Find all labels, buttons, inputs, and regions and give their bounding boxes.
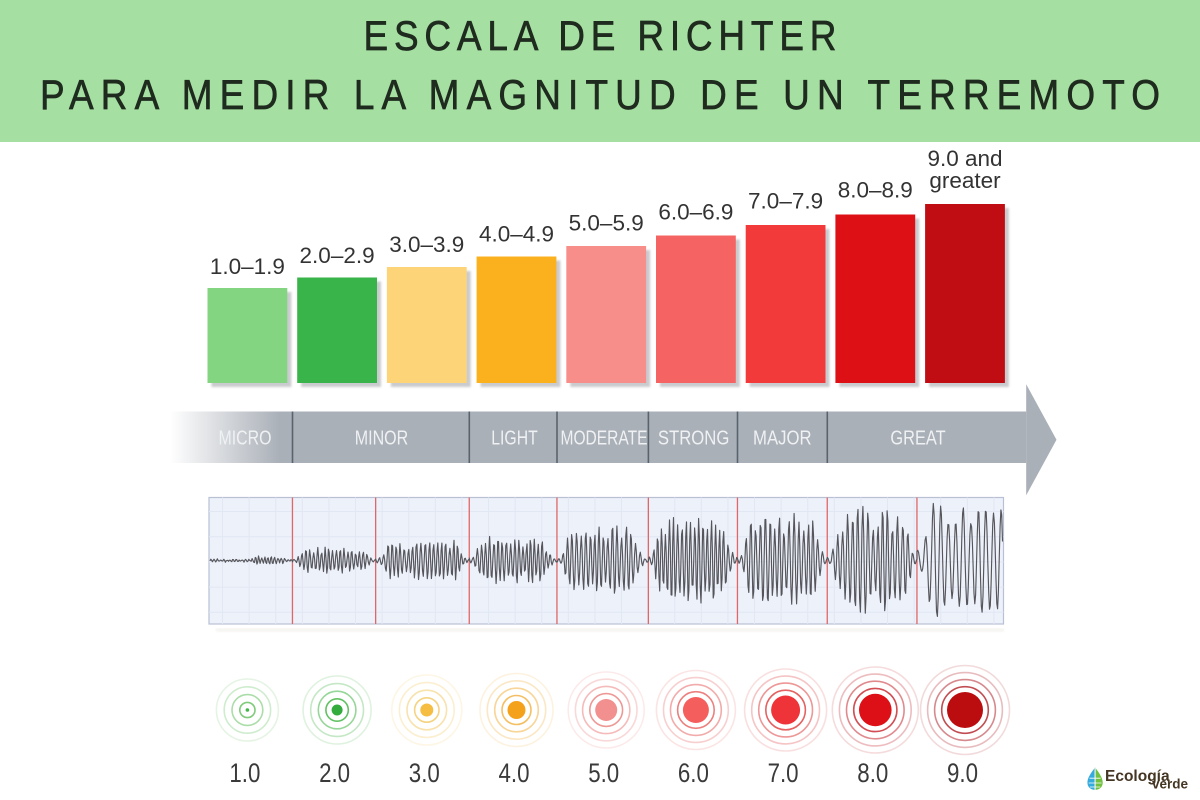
svg-text:verde: verde [1152,777,1189,792]
svg-text:9.0 and: 9.0 and [927,146,1002,171]
svg-text:7.0–7.9: 7.0–7.9 [748,189,823,214]
svg-text:MAJOR: MAJOR [753,428,812,450]
svg-text:5.0: 5.0 [588,758,619,788]
svg-text:STRONG: STRONG [658,428,730,450]
svg-text:4.0–4.9: 4.0–4.9 [479,221,554,246]
svg-text:ESCALA DE RICHTER: ESCALA DE RICHTER [363,13,836,60]
svg-text:MINOR: MINOR [355,428,409,450]
svg-text:3.0: 3.0 [409,758,440,788]
svg-text:PARA MEDIR LA MAGNITUD DE UN T: PARA MEDIR LA MAGNITUD DE UN TERREMOTO [40,72,1160,119]
svg-text:2.0: 2.0 [319,758,350,788]
svg-text:LIGHT: LIGHT [491,428,538,450]
svg-text:9.0: 9.0 [947,758,978,788]
svg-text:3.0–3.9: 3.0–3.9 [389,232,464,257]
svg-text:MICRO: MICRO [219,428,272,450]
svg-text:6.0–6.9: 6.0–6.9 [658,200,733,225]
svg-text:Ecología: Ecología [1105,768,1170,785]
svg-text:4.0: 4.0 [499,758,530,788]
svg-text:8.0: 8.0 [857,758,888,788]
svg-text:1.0–1.9: 1.0–1.9 [210,254,285,279]
svg-text:greater: greater [929,168,1001,193]
svg-text:5.0–5.9: 5.0–5.9 [569,210,644,235]
svg-text:6.0: 6.0 [678,758,709,788]
svg-text:7.0: 7.0 [768,758,799,788]
svg-text:2.0–2.9: 2.0–2.9 [300,243,375,268]
svg-text:GREAT: GREAT [890,428,945,450]
svg-text:MODERATE: MODERATE [561,428,648,450]
svg-text:1.0: 1.0 [229,758,260,788]
svg-text:8.0–8.9: 8.0–8.9 [838,178,913,203]
